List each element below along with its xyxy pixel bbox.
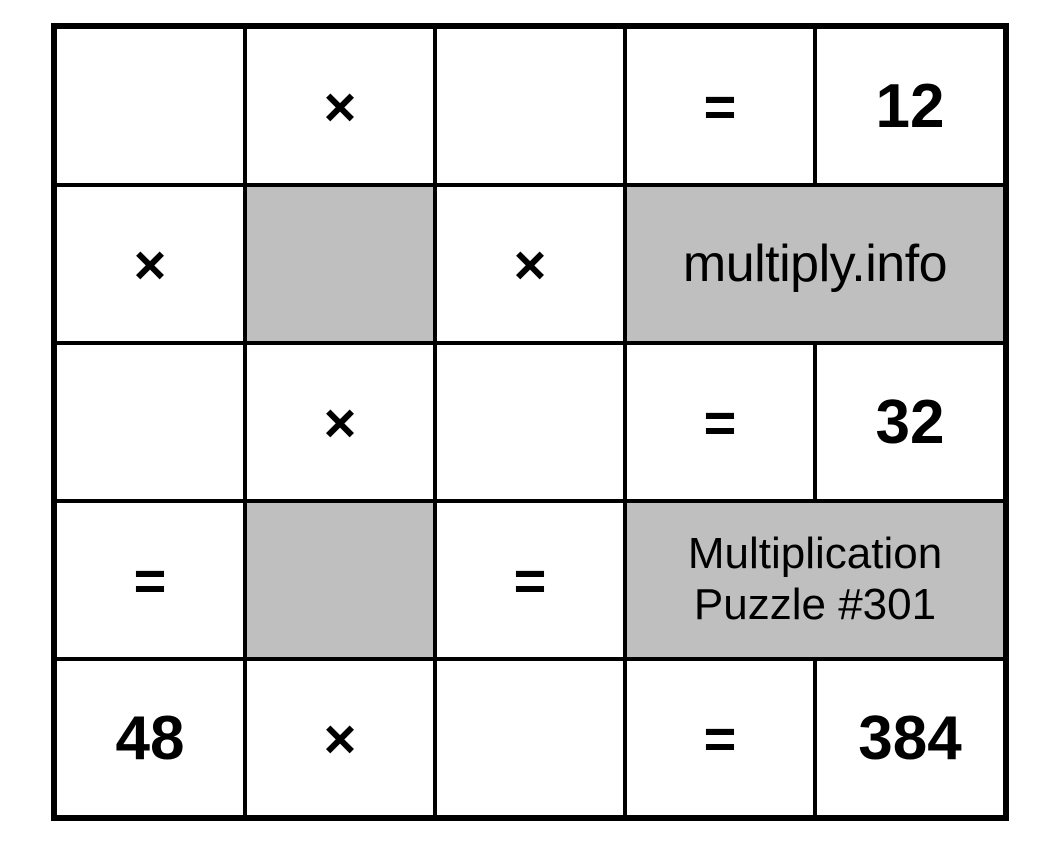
equals-operator: = (435, 501, 625, 659)
blank-cell[interactable] (435, 659, 625, 817)
puzzle-row: = = Multiplication Puzzle #301 (55, 501, 1005, 659)
equals-operator: = (625, 659, 815, 817)
puzzle-row: × × multiply.info (55, 185, 1005, 343)
equals-operator: = (625, 343, 815, 501)
result-cell: 32 (815, 343, 1005, 501)
shaded-cell (245, 185, 435, 343)
times-operator: × (55, 185, 245, 343)
result-cell: 12 (815, 27, 1005, 185)
result-cell: 48 (55, 659, 245, 817)
multiplication-puzzle-grid: × = 12 × × multiply.info × = 32 = = Mult… (51, 23, 1009, 821)
times-operator: × (245, 27, 435, 185)
blank-cell[interactable] (55, 343, 245, 501)
blank-cell[interactable] (55, 27, 245, 185)
equals-operator: = (625, 27, 815, 185)
result-cell: 384 (815, 659, 1005, 817)
blank-cell[interactable] (435, 343, 625, 501)
times-operator: × (245, 659, 435, 817)
site-label: multiply.info (625, 185, 1005, 343)
blank-cell[interactable] (435, 27, 625, 185)
puzzle-row: × = 32 (55, 343, 1005, 501)
puzzle-row: 48 × = 384 (55, 659, 1005, 817)
puzzle-title: Multiplication Puzzle #301 (625, 501, 1005, 659)
puzzle-row: × = 12 (55, 27, 1005, 185)
shaded-cell (245, 501, 435, 659)
equals-operator: = (55, 501, 245, 659)
times-operator: × (245, 343, 435, 501)
times-operator: × (435, 185, 625, 343)
